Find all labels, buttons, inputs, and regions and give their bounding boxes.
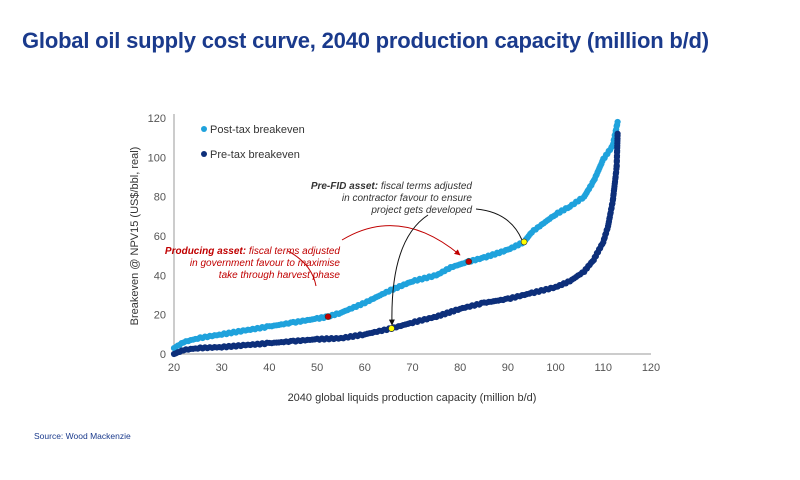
arrow-producing-to-point [287, 250, 317, 287]
y-tick-label: 20 [154, 310, 166, 322]
annotation-line: in government favour to maximise [190, 258, 341, 269]
source-note: Source: Wood Mackenzie [34, 431, 131, 441]
legend-marker-pre-tax [201, 151, 207, 157]
highlighted-asset-point [388, 325, 395, 332]
y-tick-label: 120 [148, 113, 166, 125]
annotation-line: fiscal terms adjusted [249, 246, 341, 257]
legend-pre-tax: Pre-tax breakeven [210, 149, 300, 161]
annotation-pre-fid: Pre-FID asset: fiscal terms adjusted in c… [311, 181, 473, 216]
x-tick-label: 60 [359, 362, 371, 374]
annotation-pre-fid-bold: Pre-FID asset: [311, 181, 378, 192]
legend-marker-post-tax [201, 126, 207, 132]
x-tick-label: 100 [546, 362, 564, 374]
legend-post-tax: Post-tax breakeven [210, 124, 305, 136]
highlighted-asset-point [324, 313, 332, 320]
annotation-producing: Producing asset: fiscal terms adjusted in… [165, 246, 341, 281]
x-tick-label: 110 [595, 362, 613, 374]
y-tick-label: 100 [148, 152, 166, 164]
x-tick-label: 70 [406, 362, 418, 374]
x-tick-label: 120 [642, 362, 660, 374]
x-tick-label: 50 [311, 362, 323, 374]
arrow-producing-curve [341, 225, 461, 256]
x-tick-label: 90 [502, 362, 514, 374]
annotation-producing-bold: Producing asset: [165, 246, 246, 257]
highlighted-asset-point [520, 238, 528, 246]
annotation-line: fiscal terms adjusted [381, 181, 473, 192]
y-tick-label: 40 [154, 270, 166, 282]
x-axis-label: 2040 global liquids production capacity … [288, 392, 537, 404]
y-tick-label: 0 [160, 349, 166, 361]
x-tick-label: 80 [454, 362, 466, 374]
y-axis-label: Breakeven @ NPV15 (US$/bbl, real) [129, 147, 141, 326]
annotation-line: in contractor favour to ensure [342, 193, 473, 204]
pre-tax-point [614, 130, 621, 137]
annotation-line: project gets developed [370, 205, 472, 216]
highlighted-asset-point [465, 258, 473, 265]
post-tax-point [614, 118, 621, 126]
x-tick-label: 30 [216, 362, 228, 374]
arrow-pre-fid-curve [388, 214, 429, 326]
x-tick-label: 40 [263, 362, 275, 374]
x-tick-label: 20 [168, 362, 180, 374]
y-tick-label: 80 [154, 192, 166, 204]
chart-title: Global oil supply cost curve, 2040 produ… [22, 28, 709, 53]
arrow-pre-fid-to-point [475, 208, 523, 241]
y-tick-label: 60 [154, 231, 166, 243]
annotation-line: take through harvest phase [219, 270, 341, 281]
